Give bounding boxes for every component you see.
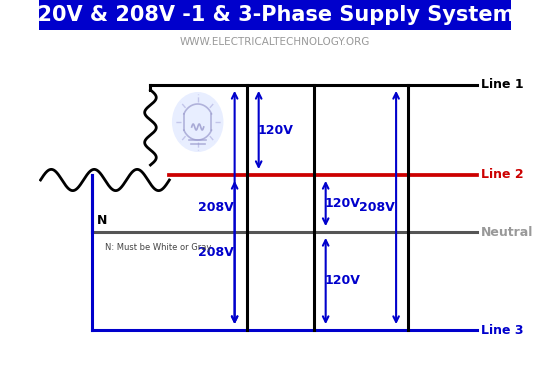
Text: 120V: 120V <box>258 124 294 136</box>
Text: 208V: 208V <box>198 201 234 214</box>
Text: 208V: 208V <box>198 246 234 259</box>
Text: Line 1: Line 1 <box>481 79 524 92</box>
Text: N: N <box>97 214 108 226</box>
FancyBboxPatch shape <box>39 0 511 30</box>
Circle shape <box>172 92 223 152</box>
Text: 120V: 120V <box>325 197 361 210</box>
Text: 208V: 208V <box>359 201 395 214</box>
Text: 120V: 120V <box>325 274 361 288</box>
Text: WWW.ELECTRICALTECHNOLOGY.ORG: WWW.ELECTRICALTECHNOLOGY.ORG <box>180 37 370 47</box>
Text: Line 3: Line 3 <box>481 323 524 337</box>
Text: N: Must be White or Gray: N: Must be White or Gray <box>105 242 211 252</box>
Text: Line 2: Line 2 <box>481 168 524 182</box>
Text: 120V & 208V -1 & 3-Phase Supply Systems: 120V & 208V -1 & 3-Phase Supply Systems <box>23 5 527 25</box>
Text: Neutral: Neutral <box>481 225 534 239</box>
